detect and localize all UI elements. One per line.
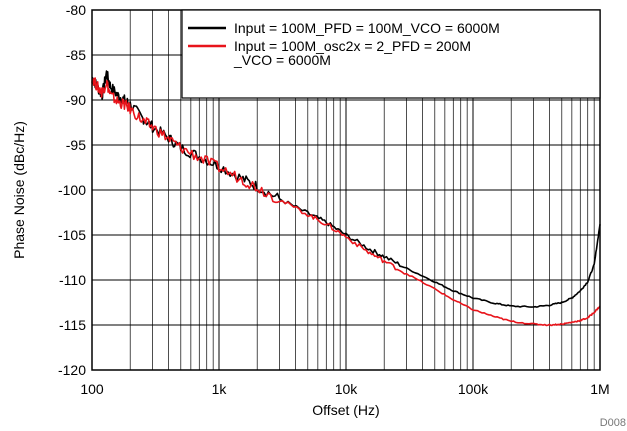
axis-titles: Offset (Hz) Phase Noise (dBc/Hz) D008 (11, 121, 626, 429)
y-tick-label: -85 (66, 47, 86, 63)
y-tick-label: -90 (66, 92, 86, 108)
figure-id: D008 (600, 417, 626, 429)
tick-labels: 100 1k 10k 100k 1M -80 -85 -90 -95 -100 -105 -110 -1… (58, 2, 610, 397)
legend: Input = 100M_PFD = 100M_VCO = 6000M Input… (181, 9, 601, 99)
legend-label: Input = 100M_PFD = 100M_VCO = 6000M (234, 20, 500, 36)
legend-label: Input = 100M_osc2x = 2_PFD = 200M (234, 38, 471, 54)
legend-entry-1: Input = 100M_PFD = 100M_VCO = 6000M (188, 20, 500, 36)
y-axis-title: Phase Noise (dBc/Hz) (11, 121, 27, 259)
y-tick-label: -115 (59, 317, 86, 333)
y-tick-label: -120 (58, 362, 86, 378)
legend-label: _VCO = 6000M (233, 52, 331, 68)
y-tick-label: -80 (66, 2, 86, 18)
x-tick-label: 100k (458, 381, 489, 397)
x-axis-title: Offset (Hz) (312, 402, 379, 418)
series-layer (91, 70, 601, 327)
y-tick-label: -105 (58, 227, 86, 243)
series-line-2 (91, 77, 601, 327)
y-tick-label: -100 (58, 182, 86, 198)
y-tick-label: -110 (59, 272, 86, 288)
legend-box (181, 9, 601, 99)
legend-entry-2: Input = 100M_osc2x = 2_PFD = 200M_VCO = … (188, 38, 471, 68)
x-tick-label: 1M (590, 381, 609, 397)
x-tick-label: 10k (335, 381, 359, 397)
series-line-1 (91, 70, 601, 308)
x-tick-label: 100 (80, 381, 104, 397)
y-tick-label: -95 (66, 137, 86, 153)
x-tick-label: 1k (212, 381, 228, 397)
